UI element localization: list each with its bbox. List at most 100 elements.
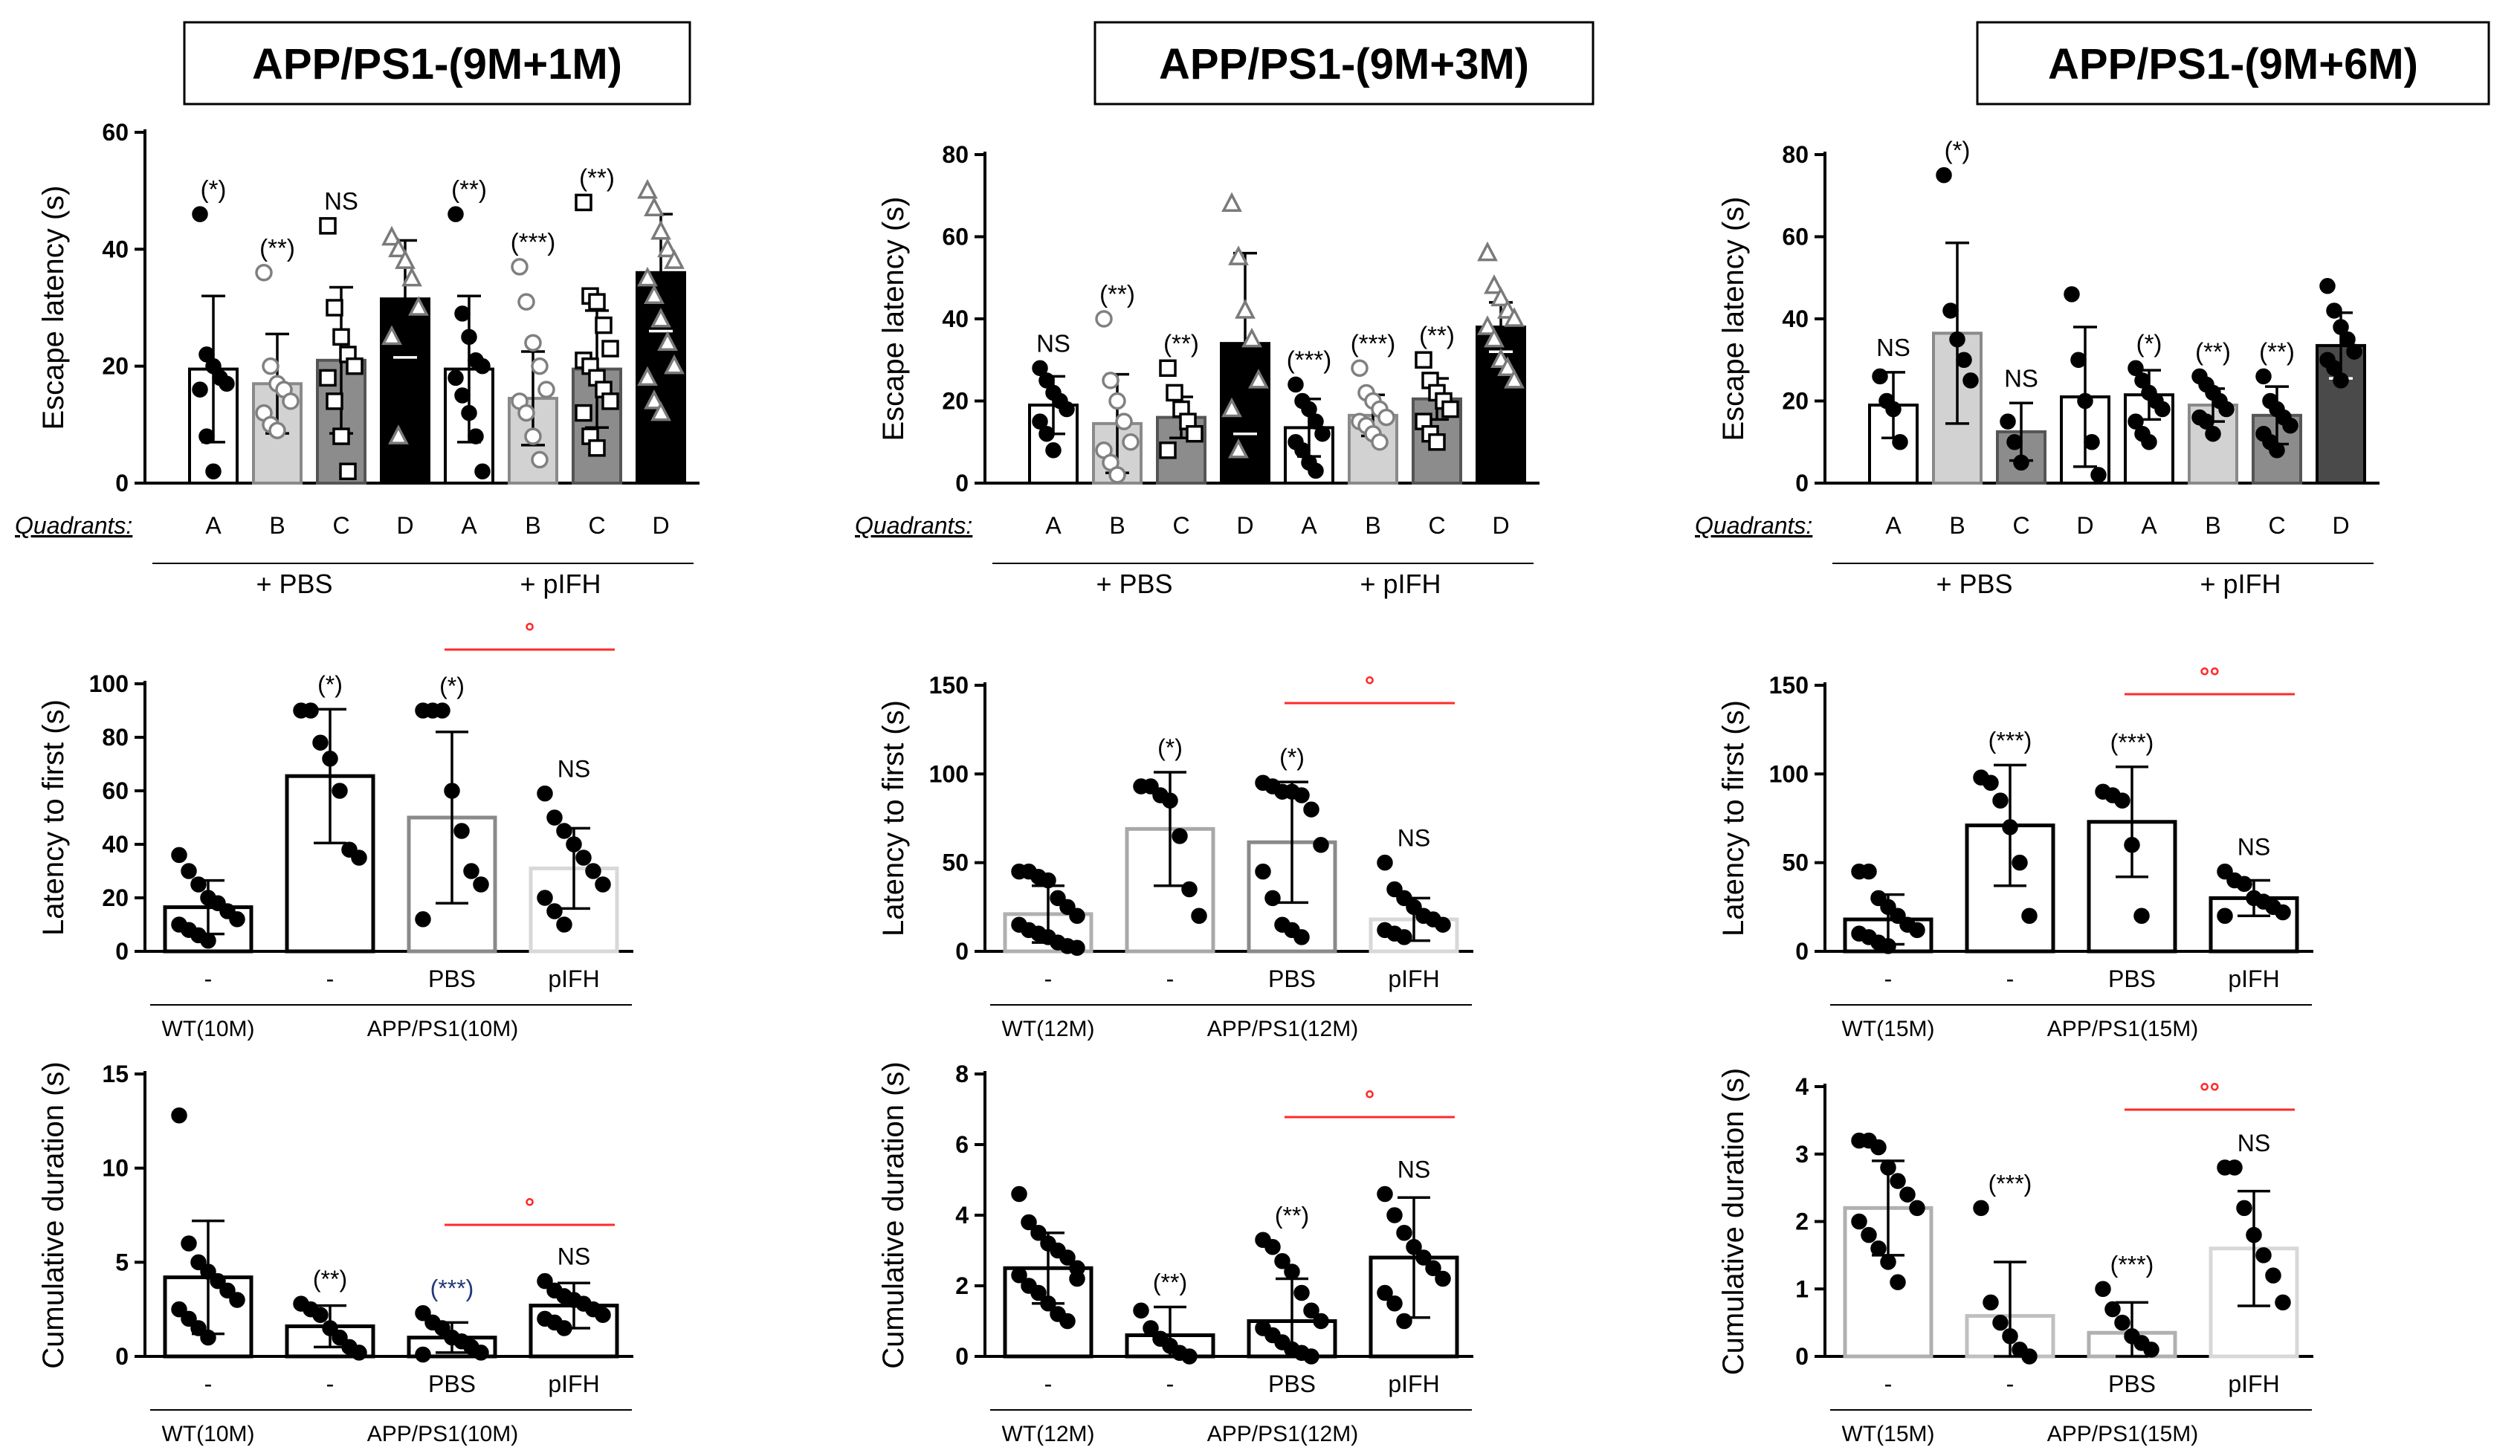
- significance-label: (**): [2259, 337, 2295, 365]
- data-point: [1069, 939, 1085, 956]
- data-point: [1159, 441, 1177, 459]
- y-axis-label: Escape latency (s): [37, 185, 70, 430]
- data-point: [556, 916, 572, 933]
- data-point: [1264, 890, 1281, 907]
- data-point: [1890, 907, 1906, 925]
- data-point: [1861, 1226, 1877, 1243]
- data-point: [1890, 1274, 1906, 1290]
- data-point: [1890, 1173, 1906, 1189]
- y-tick-label: 0: [955, 470, 969, 496]
- data-point: [415, 1346, 431, 1363]
- data-point: [1949, 331, 1965, 348]
- data-point: [1396, 890, 1412, 907]
- significance-label: (**): [1153, 1269, 1187, 1296]
- data-point: [1386, 1207, 1403, 1223]
- data-point: [2064, 286, 2080, 302]
- x-category-label: -: [2006, 965, 2015, 992]
- data-point: [381, 225, 402, 246]
- data-point: [2226, 1159, 2243, 1176]
- y-tick-label: 4: [955, 1202, 969, 1229]
- data-point: [2143, 1342, 2159, 1358]
- y-tick-label: 2: [1795, 1209, 1809, 1235]
- x-category-label: -: [326, 1371, 335, 1397]
- data-point: [434, 1320, 450, 1336]
- title-box: [183, 21, 691, 106]
- x-category-label: PBS: [1268, 1371, 1316, 1397]
- data-point: [1435, 1270, 1451, 1287]
- y-tick-label: 100: [929, 760, 969, 787]
- x-category-label: D: [2332, 512, 2349, 539]
- data-point: [346, 357, 364, 375]
- data-point: [1870, 1139, 1887, 1156]
- data-point: [2128, 413, 2144, 430]
- data-point: [1069, 1270, 1085, 1287]
- data-point: [1386, 1295, 1403, 1312]
- significance-label: NS: [558, 756, 590, 783]
- group-label-pifh: + pIFH: [1360, 569, 1441, 599]
- significance-label: (***): [511, 228, 556, 256]
- y-tick-label: 80: [102, 724, 129, 751]
- data-point: [1983, 774, 1999, 792]
- data-point: [200, 1264, 216, 1280]
- data-point: [339, 462, 357, 481]
- data-point: [2021, 1348, 2038, 1365]
- x-category-label: B: [2205, 512, 2220, 539]
- data-point: [1504, 307, 1525, 327]
- y-tick-label: 8: [955, 1061, 969, 1087]
- data-point: [1497, 356, 1518, 377]
- data-point: [1909, 922, 1925, 939]
- data-point: [2275, 1294, 2291, 1311]
- data-point: [1477, 241, 1498, 262]
- data-point: [2217, 863, 2233, 880]
- x-category-label: A: [1885, 512, 1902, 539]
- y-tick-label: 40: [942, 305, 969, 332]
- data-point: [319, 217, 337, 235]
- data-point: [303, 702, 319, 719]
- data-point: [2128, 360, 2144, 377]
- data-point: [255, 264, 273, 282]
- data-point: [537, 381, 555, 398]
- data-point: [282, 392, 300, 410]
- data-point: [637, 266, 658, 287]
- data-point: [1396, 1313, 1412, 1330]
- y-tick-label: 60: [102, 119, 129, 146]
- data-point: [1050, 890, 1066, 907]
- group-label-app: APP/PS1(10M): [367, 1422, 518, 1446]
- data-point: [205, 463, 222, 480]
- data-point: [229, 1292, 245, 1308]
- y-tick-label: 1: [1795, 1275, 1809, 1302]
- data-point: [524, 427, 542, 445]
- data-point: [1962, 372, 1979, 389]
- data-point: [1162, 792, 1178, 809]
- data-point: [1377, 408, 1395, 427]
- data-point: [1011, 1185, 1027, 1203]
- data-point: [454, 305, 471, 322]
- data-point: [524, 334, 542, 352]
- data-point: [1069, 907, 1085, 925]
- data-point: [229, 911, 245, 928]
- y-tick-label: 40: [102, 236, 129, 262]
- data-point: [1406, 899, 1422, 916]
- panel-title-1: APP/PS1-(9M+1M): [183, 21, 691, 106]
- data-point: [2246, 1226, 2262, 1243]
- x-category-label: PBS: [428, 965, 476, 992]
- data-point: [2084, 434, 2100, 450]
- data-point: [595, 316, 613, 334]
- significance-label: NS: [2238, 1130, 2270, 1156]
- data-point: [1936, 166, 1952, 184]
- data-point: [664, 354, 685, 375]
- row2-chart-2: 0 50 100 150 Latency to first (s) - (*) - (*) PBS…: [877, 672, 1473, 1041]
- x-category-label: A: [1045, 512, 1062, 539]
- panel-title: APP/PS1-(9M+3M): [1159, 40, 1529, 88]
- data-point: [474, 463, 491, 480]
- data-point: [2002, 1328, 2018, 1345]
- data-point: [1973, 1200, 1989, 1217]
- data-point: [461, 329, 477, 346]
- y-tick-label: 100: [89, 670, 129, 697]
- significance-label: (**): [1163, 329, 1199, 357]
- group-label-wt: WT(15M): [1842, 1422, 1935, 1446]
- data-point: [585, 863, 601, 879]
- y-tick-label: 0: [115, 938, 129, 965]
- y-tick-label: 40: [1782, 305, 1809, 332]
- y-tick-label: 20: [102, 884, 129, 911]
